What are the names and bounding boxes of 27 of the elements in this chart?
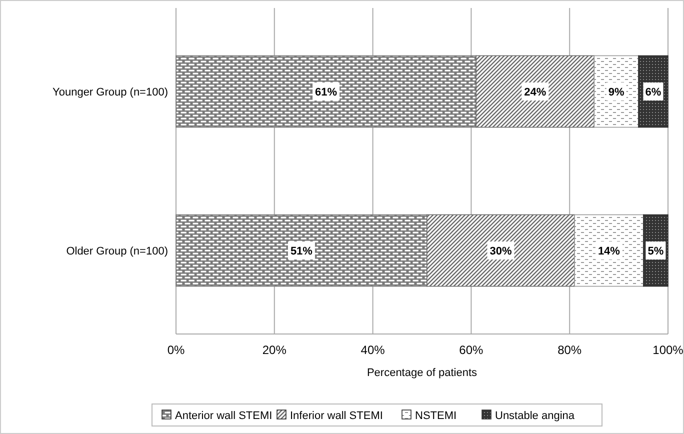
x-tick-label: 40% [360, 343, 386, 357]
data-label: 5% [648, 246, 664, 258]
bar [426, 214, 575, 287]
x-tick-label: 20% [262, 343, 287, 357]
legend-label: Unstable angina [495, 410, 576, 422]
bar [574, 214, 644, 287]
x-axis-title: Percentage of patients [366, 367, 478, 379]
y-tick-label: Older Group (n=100) [66, 246, 168, 258]
legend-label: NSTEMI [415, 410, 457, 422]
data-label: 24% [524, 86, 546, 98]
x-tick-label: 0% [167, 343, 185, 357]
data-label: 9% [608, 86, 625, 98]
x-tick-label: 80% [558, 343, 582, 357]
bar [476, 55, 595, 128]
x-tick-label: 60% [459, 343, 484, 357]
data-label: 51% [290, 246, 313, 258]
legend-label: Anterior wall STEMI [175, 410, 272, 422]
y-tick-label: Younger Group (n=100) [52, 86, 168, 98]
data-label: 14% [598, 246, 620, 258]
bar [176, 214, 428, 287]
data-label: 6% [645, 86, 662, 98]
bar [176, 55, 477, 128]
data-label: 61% [315, 86, 338, 98]
bar [594, 55, 639, 128]
legend-label: Inferior wall STEMI [290, 410, 383, 422]
data-label: 30% [490, 246, 512, 258]
x-tick-label: 100% [652, 343, 684, 357]
